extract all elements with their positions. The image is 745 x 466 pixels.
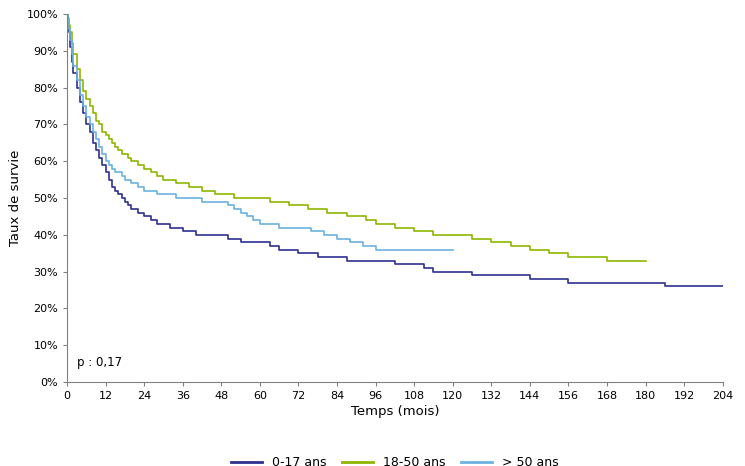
Legend: 0-17 ans, 18-50 ans, > 50 ans: 0-17 ans, 18-50 ans, > 50 ans: [226, 451, 563, 466]
Y-axis label: Taux de survie: Taux de survie: [9, 150, 22, 246]
X-axis label: Temps (mois): Temps (mois): [351, 405, 439, 418]
Text: p : 0,17: p : 0,17: [77, 356, 122, 369]
